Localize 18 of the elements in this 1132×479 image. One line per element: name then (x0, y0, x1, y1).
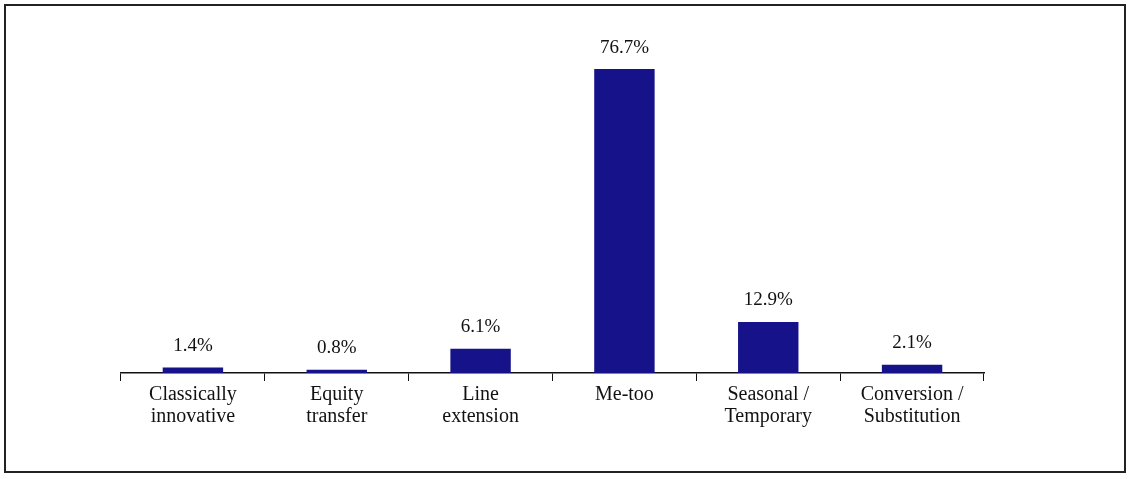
data-label: 12.9% (743, 288, 793, 310)
x-tick-label: Seasonal / Temporary (724, 382, 812, 428)
x-tick-label: Classically innovative (149, 382, 237, 427)
data-label: 1.4% (173, 333, 213, 355)
bar (450, 348, 511, 373)
data-label: 0.8% (316, 336, 357, 358)
data-label: 6.1% (460, 315, 501, 337)
bar (162, 367, 224, 373)
x-tick-label: Conversion / Substitution (860, 382, 964, 427)
bar (306, 369, 367, 373)
bar (594, 69, 655, 373)
x-tick-label: Equity transfer (306, 382, 368, 427)
data-label: 2.1% (892, 331, 933, 353)
bar (738, 321, 799, 373)
data-label: 76.7% (599, 35, 650, 57)
x-tick-label: Me-too (594, 382, 654, 405)
x-tick-label: Line extension (442, 382, 519, 427)
bar (881, 364, 943, 373)
